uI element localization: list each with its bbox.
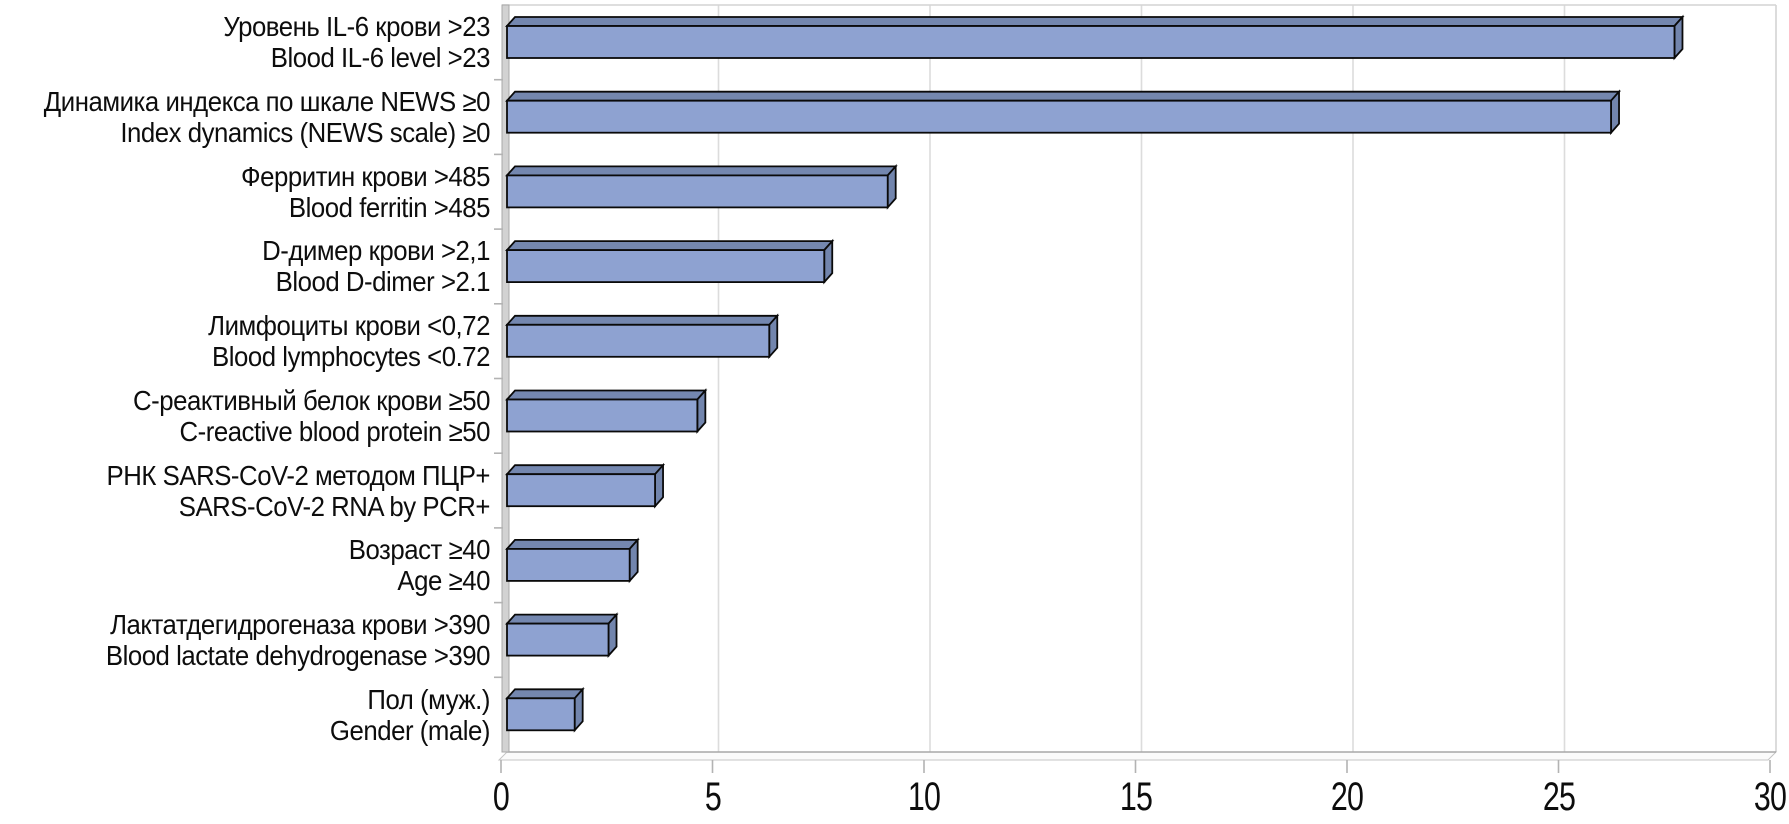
axis-floor <box>497 751 1778 761</box>
category-label: Ферритин крови >485 Blood ferritin >485 <box>39 154 490 229</box>
category-label: С-реактивный белок крови ≥50 C-reactive … <box>39 379 490 454</box>
bar-top-face <box>504 314 780 326</box>
category-label: РНК SARS-CoV-2 методом ПЦР+ SARS-CoV-2 R… <box>39 453 491 528</box>
bar-row-5 <box>504 388 708 434</box>
x-tick-label: 5 <box>704 775 721 819</box>
category-label-ru: Возраст ≥40 <box>348 534 491 566</box>
category-label-en: C-reactive blood protein ≥50 <box>179 415 490 447</box>
category-label-en: SARS-CoV-2 RNA by PCR+ <box>178 490 491 522</box>
category-label: Лактатдегидрогеназа крови >390 Blood lac… <box>39 603 491 678</box>
bar-row-1 <box>504 89 1622 136</box>
bar-row-9 <box>504 686 585 733</box>
bar-row-0 <box>504 14 1685 61</box>
bar-row-6 <box>504 462 666 509</box>
bar-top-face <box>504 240 835 252</box>
category-label-ru: РНК SARS-CoV-2 методом ПЦР+ <box>106 459 491 491</box>
category-label-en: Blood ferritin >485 <box>288 191 491 223</box>
category-label: Уровень IL-6 крови >23 Blood IL-6 level … <box>39 5 490 80</box>
bar <box>506 249 826 284</box>
category-label-ru: С-реактивный белок крови ≥50 <box>133 384 490 416</box>
bar <box>506 398 699 433</box>
bar-top-face <box>504 464 666 476</box>
x-tick-label: 0 <box>492 775 510 819</box>
category-label-en: Age ≥40 <box>397 565 490 597</box>
bar-top-face <box>504 539 640 550</box>
bar-top-face <box>504 688 585 700</box>
bar-top-face <box>504 613 619 625</box>
category-label-ru: Ферритин крови >485 <box>241 160 490 192</box>
x-tick-label: 20 <box>1330 775 1364 819</box>
bar <box>506 174 889 209</box>
x-tick-label: 15 <box>1119 775 1152 819</box>
bars <box>504 14 1685 733</box>
bar <box>506 323 771 358</box>
bar <box>506 99 1612 134</box>
category-label-ru: D-димер крови >2,1 <box>262 235 490 267</box>
plot-frame <box>494 4 1778 773</box>
category-label: Пол (муж.) Gender (male) <box>39 677 491 752</box>
category-label: Лимфоциты крови <0,72 Blood lymphocytes … <box>39 304 490 379</box>
category-label-ru: Динамика индекса по шкале NEWS ≥0 <box>43 86 491 118</box>
bar <box>506 473 656 508</box>
category-label: Динамика индекса по шкале NEWS ≥0 Index … <box>39 80 491 155</box>
x-tick-label: 25 <box>1542 775 1575 819</box>
bar-row-4 <box>504 313 780 360</box>
bar <box>506 548 631 582</box>
category-label: Возраст ≥40 Age ≥40 <box>39 528 491 603</box>
category-label-ru: Пол (муж.) <box>367 683 490 715</box>
bar-row-2 <box>504 164 898 210</box>
bar-top-face <box>504 16 1685 27</box>
category-label-en: Gender (male) <box>329 714 491 746</box>
bar <box>506 25 1676 59</box>
category-label-ru: Уровень IL-6 крови >23 <box>223 11 491 43</box>
category-label-en: Blood D-dimer >2.1 <box>275 266 491 298</box>
category-label-ru: Лактатдегидрогеназа крови >390 <box>110 608 491 640</box>
bar <box>506 622 610 657</box>
bar-row-7 <box>504 537 640 584</box>
bar-top-face <box>504 389 708 401</box>
category-label: D-димер крови >2,1 Blood D-dimer >2.1 <box>39 229 490 304</box>
bar-top-face <box>504 90 1622 102</box>
bar-row-8 <box>504 612 619 658</box>
x-tick-label: 30 <box>1753 775 1787 819</box>
bar-top-face <box>504 165 898 177</box>
x-tick-label: 10 <box>907 775 941 819</box>
bar-row-3 <box>504 238 835 285</box>
category-label-en: Blood lactate dehydrogenase >390 <box>105 639 491 671</box>
category-label-ru: Лимфоциты крови <0,72 <box>208 310 491 342</box>
bar <box>506 697 576 732</box>
category-label-en: Index dynamics (NEWS scale) ≥0 <box>120 117 490 149</box>
category-label-en: Blood lymphocytes <0.72 <box>212 341 490 373</box>
category-label-en: Blood IL-6 level >23 <box>270 42 491 74</box>
